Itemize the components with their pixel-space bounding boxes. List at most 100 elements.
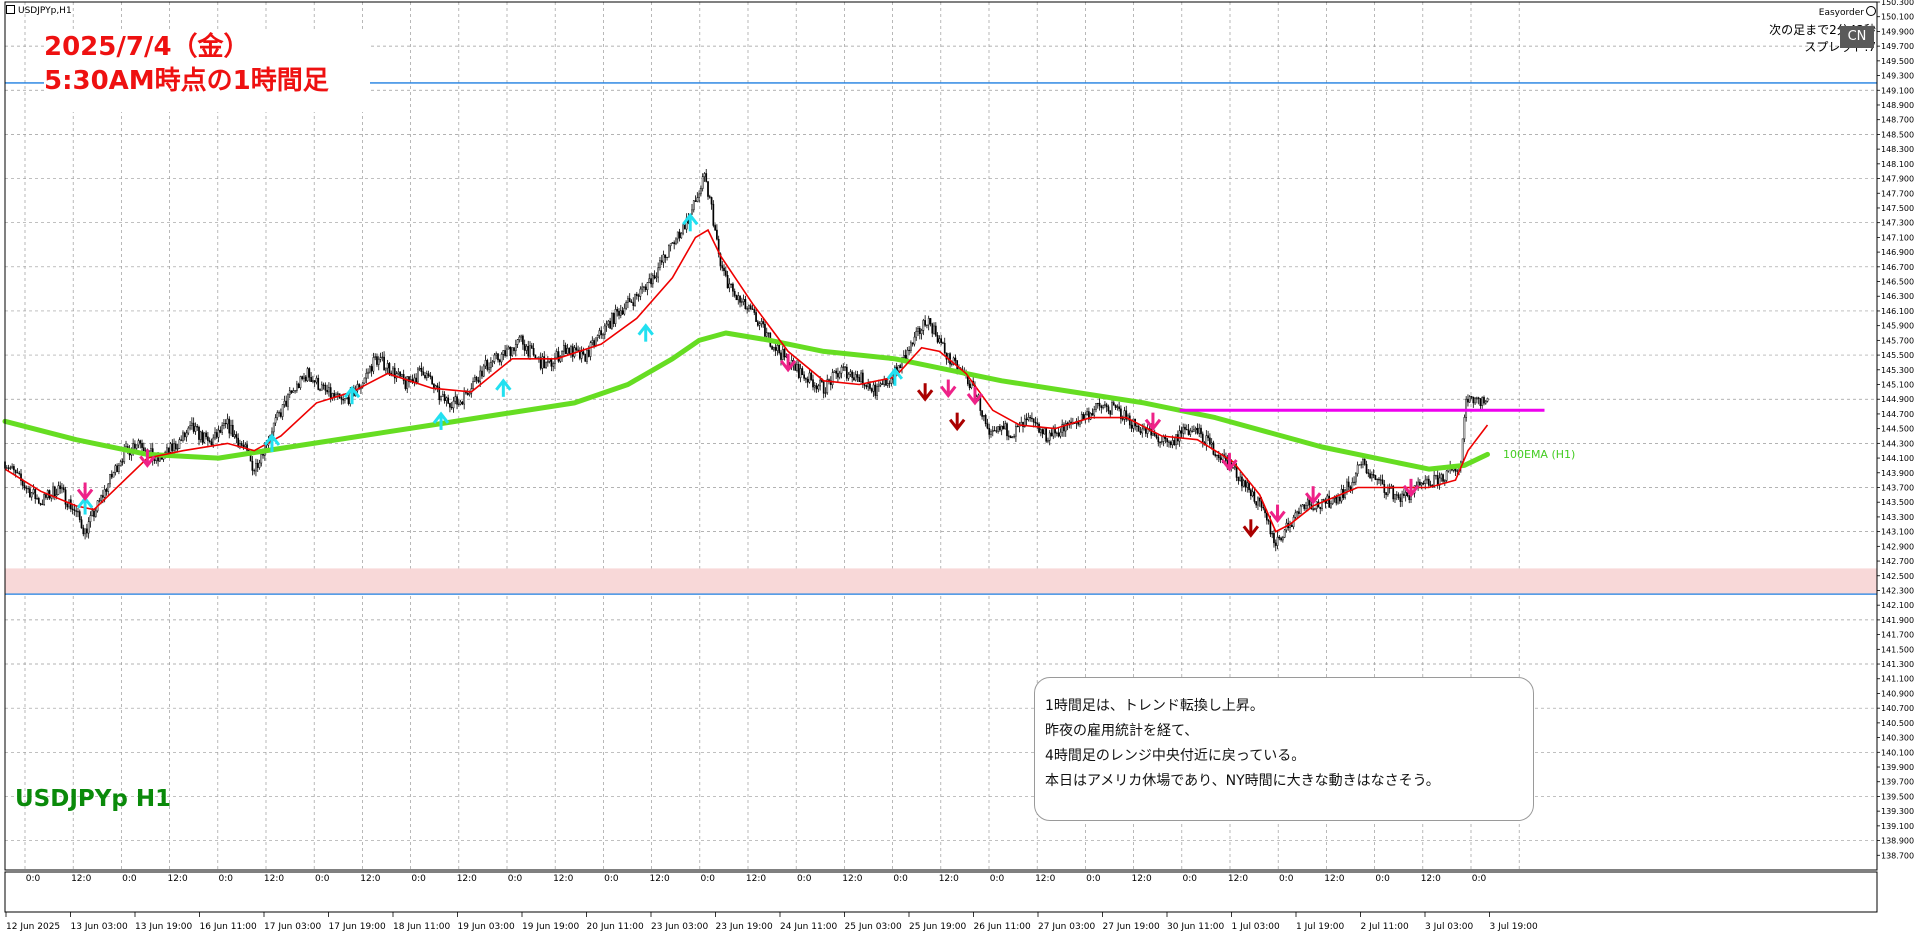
- candle-body: [530, 345, 533, 349]
- candle-body: [691, 209, 693, 215]
- candle-body: [454, 396, 457, 402]
- candle-body: [1483, 397, 1485, 404]
- candle-body: [208, 440, 211, 443]
- candle-body: [418, 367, 421, 370]
- candle-body: [1249, 489, 1252, 497]
- sell-arrow-icon: [779, 353, 797, 373]
- candle-body: [231, 424, 234, 437]
- candle-body: [25, 487, 28, 489]
- candle-body: [1216, 454, 1218, 457]
- candle-body: [1160, 441, 1163, 443]
- candle-body: [675, 238, 677, 245]
- candle-body: [1121, 418, 1124, 420]
- candle-body: [847, 373, 850, 379]
- candle-body: [1280, 537, 1282, 541]
- price-tick-label: 146.300: [1881, 292, 1914, 301]
- candle-body: [1109, 410, 1112, 415]
- candle-body: [1467, 398, 1469, 403]
- candle-body: [922, 320, 925, 331]
- arrow-head: [886, 367, 904, 380]
- candle-body: [678, 231, 681, 239]
- candle-body: [1445, 470, 1448, 481]
- candle-body: [333, 393, 336, 398]
- candle-body: [600, 330, 603, 335]
- candle-body: [559, 356, 562, 362]
- cn-button[interactable]: CN: [1840, 26, 1874, 48]
- candle-body: [297, 383, 300, 389]
- candle-body: [630, 301, 633, 303]
- price-tick-label: 146.100: [1881, 307, 1914, 316]
- candle-body: [191, 422, 193, 426]
- candle-body: [813, 385, 816, 388]
- candle-body: [377, 358, 380, 365]
- candle-body: [212, 437, 215, 446]
- candle-body: [1335, 497, 1338, 504]
- candle-body: [522, 335, 524, 345]
- candle-body: [294, 390, 296, 392]
- sell-arrow-icon: [940, 379, 957, 398]
- candle-body: [287, 394, 289, 407]
- candle-body: [262, 453, 264, 456]
- candle-body: [1301, 504, 1304, 507]
- candle-body: [381, 356, 384, 358]
- gear-icon[interactable]: [1866, 6, 1876, 16]
- candle-body: [571, 346, 574, 357]
- candle-body: [1244, 480, 1247, 488]
- candle-body: [587, 350, 590, 357]
- candle-body: [1290, 525, 1293, 528]
- window-menu-icon[interactable]: [6, 5, 15, 14]
- hour-tick-label: 12:0: [649, 874, 669, 884]
- candle-body: [1239, 476, 1242, 481]
- price-tick-label: 144.300: [1881, 439, 1914, 448]
- candle-body: [491, 361, 494, 363]
- price-tick-label: 142.300: [1881, 586, 1914, 595]
- candle-body: [18, 472, 21, 475]
- price-tick-label: 144.100: [1881, 454, 1914, 463]
- candle-body: [116, 465, 118, 472]
- hour-tick-label: 0:0: [508, 874, 523, 884]
- candle-body: [1328, 495, 1330, 508]
- candle-body: [580, 351, 583, 359]
- candle-body: [732, 283, 734, 292]
- candle-body: [107, 483, 110, 492]
- easyorder-label[interactable]: Easyorder: [1769, 6, 1876, 18]
- candle-body: [840, 366, 843, 374]
- candle-body: [997, 426, 999, 432]
- price-tick-label: 139.700: [1881, 778, 1914, 787]
- candle-body: [292, 390, 295, 393]
- candle-body: [548, 359, 551, 362]
- candle-body: [1438, 477, 1441, 486]
- candle-body: [1298, 511, 1300, 514]
- candle-body: [778, 345, 781, 354]
- candle-body: [215, 432, 218, 438]
- candle-body: [87, 521, 90, 534]
- candle-body: [881, 383, 884, 385]
- arrow-head: [1269, 510, 1286, 524]
- candle-body: [1002, 425, 1005, 430]
- candle-body: [796, 364, 798, 371]
- time-tick-label: 18 Jun 11:00: [393, 922, 450, 932]
- candle-body: [1269, 520, 1272, 535]
- candle-body: [1123, 410, 1126, 420]
- candle-body: [1383, 484, 1386, 493]
- candle-body: [1378, 478, 1380, 481]
- candle-body: [968, 383, 971, 389]
- candle-body: [84, 528, 86, 535]
- candle-body: [1241, 476, 1243, 487]
- candle-body: [1064, 423, 1067, 432]
- candle-body: [89, 515, 92, 523]
- candle-body: [1196, 428, 1199, 434]
- candle-body: [406, 376, 409, 389]
- candle-body: [93, 510, 95, 517]
- candle-body: [926, 324, 928, 326]
- price-tick-label: 149.900: [1881, 27, 1914, 36]
- candle-body: [379, 357, 382, 360]
- candle-body: [1397, 494, 1400, 499]
- plot-border: [4, 1, 1878, 871]
- candle-body: [1050, 432, 1053, 437]
- candle-body: [228, 418, 231, 434]
- comment-box: 1時間足は、トレンド転換し上昇。 昨夜の雇用統計を経て、 4時間足のレンジ中央付…: [1034, 677, 1534, 821]
- candle-body: [781, 349, 784, 360]
- candle-body: [874, 384, 877, 396]
